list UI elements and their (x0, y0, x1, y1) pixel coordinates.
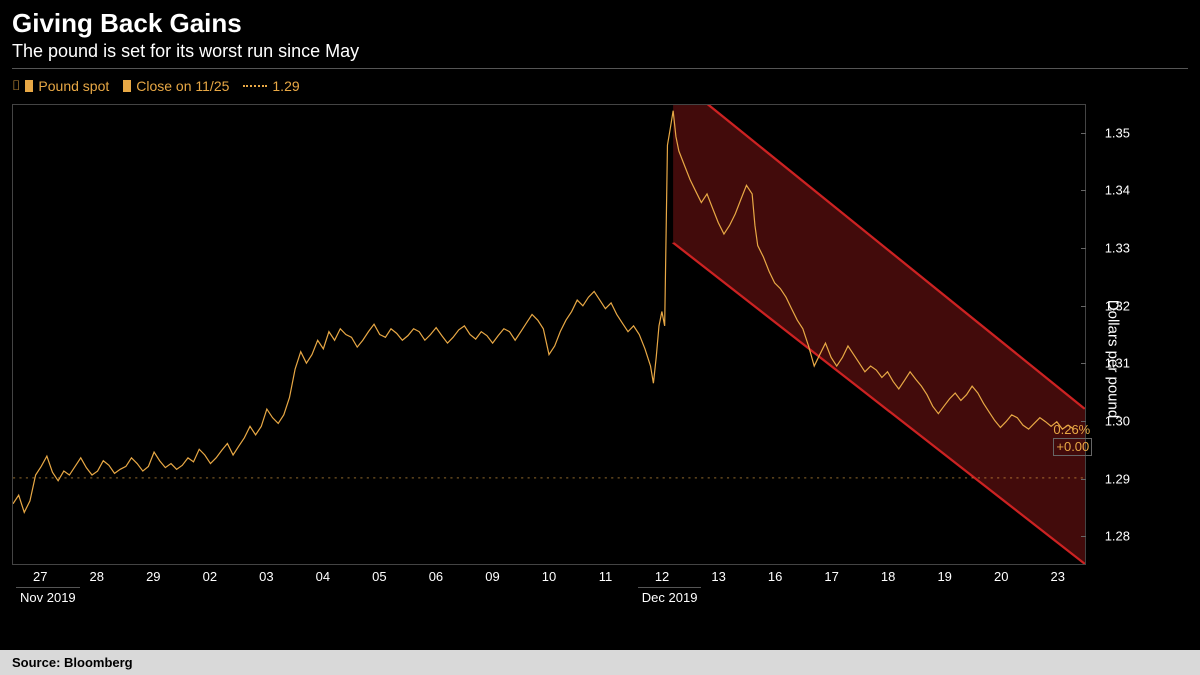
dashed-line-icon (243, 85, 267, 87)
x-tick-label: 17 (824, 569, 838, 584)
legend-item-close: Close on 11/25 (123, 78, 229, 94)
price-callout: 0.26% +0.00 (1053, 422, 1092, 457)
x-tick-label: 23 (1051, 569, 1065, 584)
y-tick-mark (1081, 306, 1086, 307)
x-tick-label: 16 (768, 569, 782, 584)
plot-area[interactable] (12, 104, 1086, 565)
x-tick-label: 11 (599, 569, 613, 584)
source-label: Source: Bloomberg (12, 655, 133, 670)
chart-area: 1.281.291.301.311.321.331.341.35 Dollars… (12, 104, 1172, 613)
x-tick-label: 03 (259, 569, 273, 584)
legend-swatch (123, 80, 131, 92)
y-tick-label: 1.34 (1099, 183, 1130, 198)
x-tick-label: 19 (937, 569, 951, 584)
y-tick-mark (1081, 421, 1086, 422)
legend-item-refline: 1.29 (243, 78, 299, 94)
chart-footer: Source: Bloomberg (0, 650, 1200, 675)
legend-label: 1.29 (272, 78, 299, 94)
x-tick-label: 29 (146, 569, 160, 584)
y-tick-mark (1081, 479, 1086, 480)
chart-subtitle: The pound is set for its worst run since… (12, 41, 1188, 62)
x-tick-label: 06 (429, 569, 443, 584)
header-divider (12, 68, 1188, 69)
x-tick-label: 05 (372, 569, 386, 584)
callout-abs: +0.00 (1053, 438, 1092, 456)
legend-label: Pound spot (38, 78, 109, 94)
x-tick-label: 20 (994, 569, 1008, 584)
x-axis-ticks: 27 28 29 02 03 04 05 06 09 10 11 12 13 16 17 18 19 20 23 No… (12, 565, 1086, 613)
y-tick-mark (1081, 133, 1086, 134)
x-tick-label: 27 (33, 569, 47, 584)
callout-pct: 0.26% (1053, 422, 1092, 438)
y-tick-label: 1.33 (1099, 241, 1130, 256)
y-tick-label: 1.28 (1099, 529, 1130, 544)
candlestick-icon: ⌷ (12, 77, 20, 94)
x-month-label: Nov 2019 (16, 587, 80, 605)
y-tick-mark (1081, 536, 1086, 537)
x-tick-label: 13 (711, 569, 725, 584)
y-tick-label: 1.29 (1099, 471, 1130, 486)
legend-swatch (25, 80, 33, 92)
x-tick-label: 28 (90, 569, 104, 584)
chart-title: Giving Back Gains (12, 8, 1188, 39)
x-month-label: Dec 2019 (638, 587, 702, 605)
plot-svg (13, 105, 1085, 564)
y-tick-mark (1081, 248, 1086, 249)
chart-legend: ⌷ Pound spot Close on 11/25 1.29 (0, 73, 1200, 98)
y-tick-mark (1081, 190, 1086, 191)
y-tick-mark (1081, 363, 1086, 364)
x-tick-label: 18 (881, 569, 895, 584)
x-tick-label: 09 (485, 569, 499, 584)
y-axis-label: Dollars per pound (1104, 299, 1121, 417)
x-tick-label: 12 (655, 569, 669, 584)
x-tick-label: 04 (316, 569, 330, 584)
y-tick-label: 1.35 (1099, 125, 1130, 140)
legend-item-pound-spot: ⌷ Pound spot (12, 77, 109, 94)
x-tick-label: 02 (203, 569, 217, 584)
legend-label: Close on 11/25 (136, 78, 229, 94)
chart-header: Giving Back Gains The pound is set for i… (0, 0, 1200, 73)
x-tick-label: 10 (542, 569, 556, 584)
